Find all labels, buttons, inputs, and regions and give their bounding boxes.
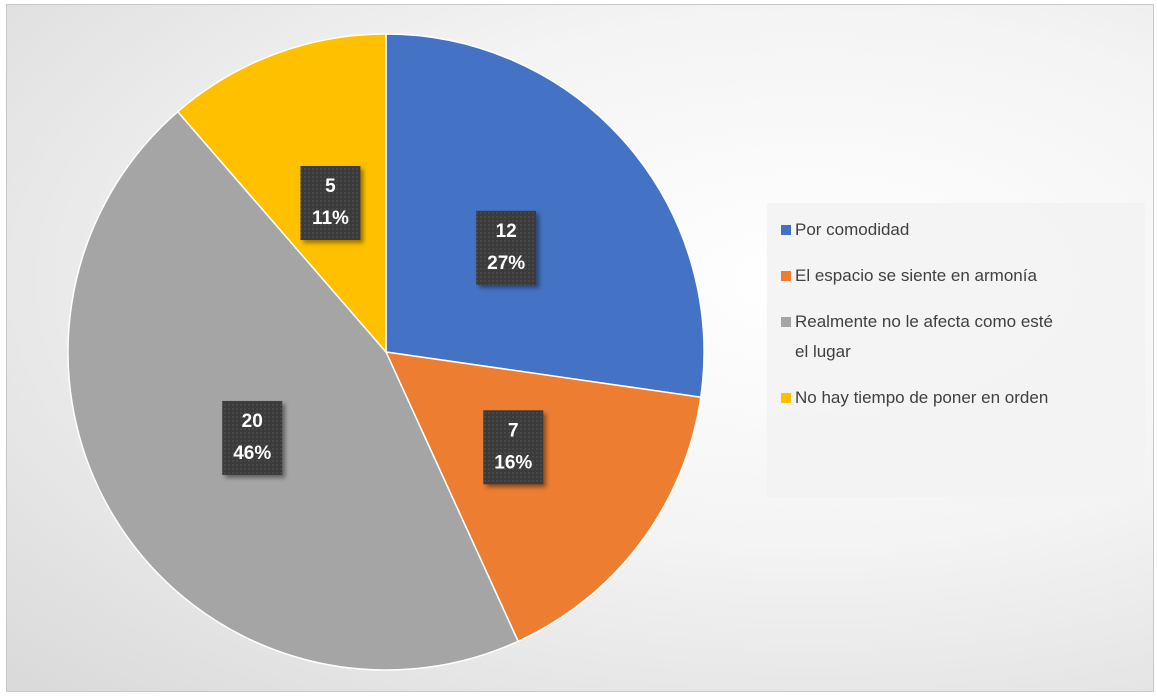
label-box — [483, 410, 544, 485]
legend-swatch — [781, 225, 791, 235]
data-label: 5 — [325, 176, 336, 197]
percent-label: 27% — [487, 253, 525, 274]
legend-label: Realmente no le afecta como esté el luga… — [795, 312, 1053, 361]
legend-label: Por comodidad — [795, 220, 910, 239]
percent-label: 11% — [312, 208, 349, 229]
pie-slice — [385, 33, 705, 399]
legend-swatch — [781, 271, 791, 281]
percent-label: 46% — [233, 443, 271, 464]
legend-swatch — [781, 317, 791, 327]
legend-item: Realmente no le afecta como esté el luga… — [781, 307, 1131, 367]
data-label: 12 — [496, 221, 517, 242]
data-label: 20 — [242, 411, 263, 432]
label-box — [222, 400, 283, 475]
legend-label: El espacio se siente en armonía — [795, 266, 1037, 285]
pie-slice — [176, 33, 387, 355]
pie-slice — [67, 110, 520, 671]
legend-item: No hay tiempo de poner en orden — [781, 383, 1131, 413]
legend-item: El espacio se siente en armonía — [781, 261, 1131, 291]
data-label: 7 — [508, 420, 519, 441]
percent-label: 16% — [494, 452, 532, 473]
legend-swatch — [781, 393, 791, 403]
legend: Por comodidad El espacio se siente en arm… — [767, 203, 1145, 497]
label-box — [476, 210, 537, 285]
label-box — [300, 166, 361, 241]
legend-label: No hay tiempo de poner en orden — [795, 388, 1049, 407]
legend-item: Por comodidad — [781, 215, 1131, 245]
pie-slice — [384, 351, 702, 643]
